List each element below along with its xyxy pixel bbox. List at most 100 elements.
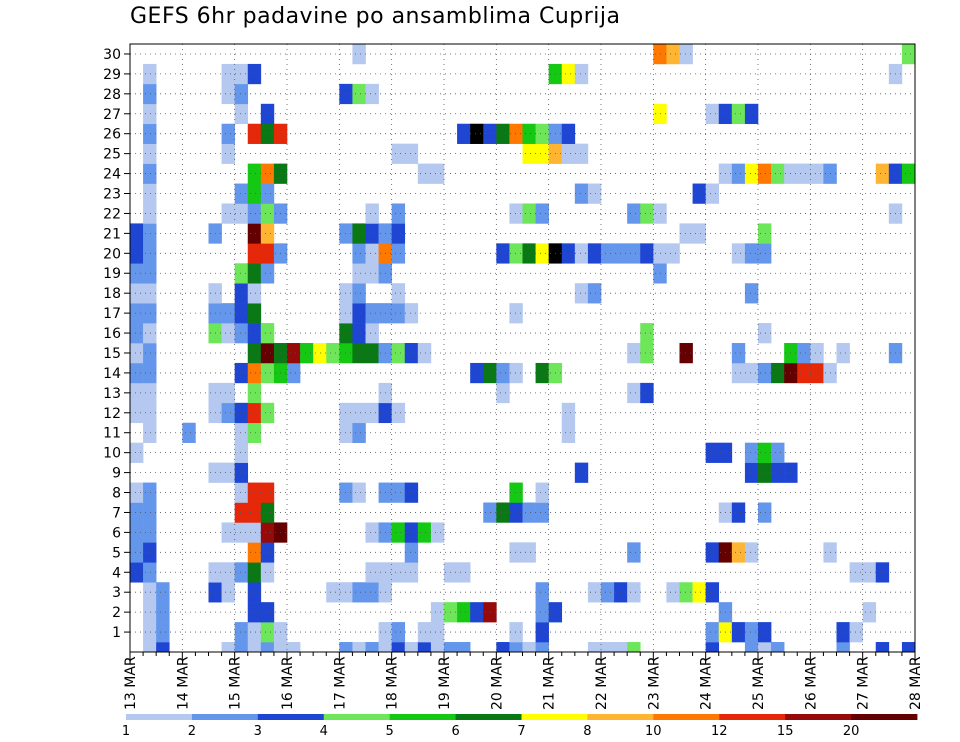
heatmap-cell	[771, 642, 785, 653]
y-tick-label: 27	[103, 107, 121, 123]
heatmap-cell	[143, 83, 157, 105]
legend-swatch	[785, 714, 852, 720]
heatmap-cell	[313, 343, 327, 364]
heatmap-cell	[182, 422, 196, 443]
heatmap-cell	[627, 343, 641, 364]
heatmap-cell	[260, 183, 275, 204]
heatmap-cell	[535, 243, 549, 264]
x-tick-label: 24 MAR	[699, 656, 715, 710]
heatmap-cell	[509, 362, 523, 384]
legend-label: 8	[583, 724, 591, 739]
legend-label: 12	[711, 724, 728, 739]
heatmap-cell	[601, 582, 615, 603]
heatmap-cell	[391, 642, 406, 653]
heatmap-cell	[509, 502, 523, 523]
heatmap-cell	[130, 323, 144, 344]
heatmap-cell	[234, 263, 249, 284]
heatmap-cell	[352, 44, 366, 65]
heatmap-cell	[797, 163, 811, 184]
legend-label: 15	[777, 724, 794, 739]
heatmap-cell	[247, 642, 262, 653]
heatmap-cell	[352, 223, 366, 244]
y-tick-label: 17	[103, 306, 121, 322]
heatmap-cell	[849, 562, 863, 583]
heatmap-cell	[744, 283, 759, 304]
heatmap-cell	[234, 502, 249, 523]
heatmap-cell	[339, 582, 353, 603]
heatmap-cell	[247, 502, 262, 523]
heatmap-cell	[260, 642, 275, 653]
heatmap-cell	[339, 422, 353, 443]
heatmap-cell	[744, 642, 759, 653]
x-tick-label: 21 MAR	[542, 656, 558, 710]
heatmap-cell	[234, 482, 249, 503]
heatmap-cell	[666, 44, 680, 65]
y-tick-label: 22	[103, 206, 121, 222]
heatmap-cell	[574, 63, 589, 85]
heatmap-cell	[758, 442, 772, 463]
heatmap-cell	[731, 622, 746, 643]
heatmap-cell	[404, 642, 419, 653]
heatmap-cell	[247, 402, 262, 424]
heatmap-cell	[535, 602, 549, 623]
y-tick-label: 20	[103, 246, 121, 262]
heatmap-cell	[352, 343, 366, 364]
heatmap-cell	[234, 562, 249, 583]
heatmap-cell	[365, 303, 379, 324]
legend-swatch	[126, 714, 193, 720]
heatmap-cell	[875, 642, 890, 653]
y-tick-label: 19	[103, 266, 121, 282]
heatmap-cell	[221, 143, 235, 164]
heatmap-cell	[470, 123, 484, 144]
heatmap-cell	[692, 183, 706, 204]
heatmap-cell	[260, 223, 275, 244]
heatmap-cell	[574, 283, 589, 304]
heatmap-cell	[561, 123, 576, 144]
x-tick-label: 13 MAR	[123, 656, 139, 710]
heatmap-cell	[326, 343, 340, 364]
heatmap-cell	[234, 522, 249, 543]
legend-swatch	[389, 714, 456, 720]
heatmap-cell	[247, 123, 262, 144]
heatmap-cell	[391, 283, 406, 304]
heatmap-cell	[509, 243, 523, 264]
heatmap-cell	[130, 263, 144, 284]
heatmap-cell	[509, 542, 523, 563]
heatmap-cell	[797, 362, 811, 384]
heatmap-cell	[247, 243, 262, 264]
heatmap-cell	[679, 223, 693, 244]
heatmap-cell	[758, 622, 772, 643]
heatmap-cell	[247, 422, 262, 443]
heatmap-cell	[221, 382, 235, 404]
y-tick-label: 10	[103, 446, 121, 462]
heatmap-cell	[601, 642, 615, 653]
heatmap-cell	[627, 243, 641, 264]
heatmap-cell	[470, 362, 484, 384]
legend-label: 2	[188, 724, 196, 739]
heatmap-cell	[836, 343, 850, 364]
heatmap-cell	[470, 602, 484, 623]
heatmap-cell	[901, 44, 916, 65]
legend-swatch	[851, 714, 918, 720]
heatmap-cell	[221, 203, 235, 224]
y-axis-ticks: 1234567891011121314151617181920212223242…	[103, 47, 130, 641]
heatmap-cell	[391, 243, 406, 264]
heatmap-cell	[143, 562, 157, 583]
heatmap-cell	[391, 522, 406, 543]
heatmap-cell	[247, 343, 262, 364]
heatmap-cell	[640, 382, 654, 404]
heatmap-cell	[731, 243, 746, 264]
chart-title: GEFS 6hr padavine po ansamblima Cuprija	[130, 4, 621, 29]
heatmap-cell	[130, 542, 144, 563]
heatmap-cell	[234, 63, 249, 85]
heatmap-cell	[260, 542, 275, 563]
heatmap-cell	[221, 63, 235, 85]
heatmap-cell	[247, 482, 262, 503]
heatmap-cell	[483, 602, 497, 623]
y-tick-label: 21	[103, 226, 121, 242]
heatmap-cell	[391, 223, 406, 244]
heatmap-cell	[143, 522, 157, 543]
heatmap-cell	[509, 303, 523, 324]
heatmap-cell	[640, 343, 654, 364]
